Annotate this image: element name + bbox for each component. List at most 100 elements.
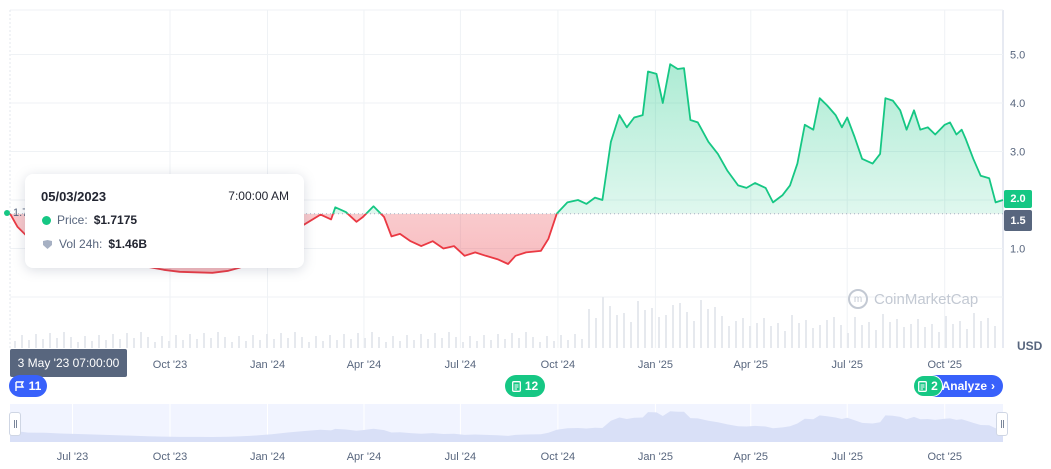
volume-bar xyxy=(147,337,149,348)
volume-bar xyxy=(70,337,72,348)
volume-bar xyxy=(700,300,702,348)
volume-bar xyxy=(217,332,219,348)
volume-bar xyxy=(161,336,163,348)
volume-bar xyxy=(686,312,688,348)
volume-bar xyxy=(469,336,471,348)
volume-bar xyxy=(539,342,541,348)
volume-bar xyxy=(133,338,135,348)
flag-icon xyxy=(14,380,24,391)
document-icon xyxy=(918,380,928,392)
volume-bar xyxy=(791,315,793,348)
flag-events-chip[interactable]: 11 xyxy=(9,375,47,397)
volume-bar xyxy=(616,315,618,348)
volume-bar xyxy=(126,333,128,348)
volume-bar xyxy=(140,332,142,348)
volume-bar xyxy=(924,327,926,348)
tooltip-volume-label: Vol 24h: xyxy=(59,237,103,251)
volume-bar xyxy=(497,334,499,348)
volume-bar xyxy=(84,336,86,348)
volume-bar xyxy=(371,332,373,348)
volume-bar xyxy=(231,342,233,348)
volume-bar xyxy=(294,332,296,348)
volume-bar xyxy=(994,326,996,348)
volume-bar xyxy=(910,324,912,348)
volume-bar xyxy=(266,334,268,348)
volume-bar xyxy=(889,322,891,348)
current-price-badge: 2.0 xyxy=(1004,190,1032,208)
volume-bar xyxy=(462,342,464,348)
volume-bar xyxy=(693,321,695,348)
start-price-dot-icon xyxy=(4,210,10,216)
volume-bar xyxy=(819,325,821,348)
news-events-chip[interactable]: 12 xyxy=(505,375,545,397)
price-area-above-baseline xyxy=(10,64,1003,214)
volume-bar xyxy=(854,317,856,348)
volume-bar xyxy=(679,303,681,348)
volume-bar xyxy=(917,319,919,348)
volume-bar xyxy=(630,322,632,348)
volume-bar xyxy=(896,319,898,348)
tooltip-date: 05/03/2023 xyxy=(41,189,107,204)
volume-bar xyxy=(420,334,422,348)
volume-bar xyxy=(861,325,863,348)
chevron-right-icon: › xyxy=(991,379,995,393)
volume-bar xyxy=(56,338,58,348)
volume-bar xyxy=(756,323,758,348)
volume-bar xyxy=(532,337,534,348)
volume-bar xyxy=(210,338,212,348)
y-tick-label: 4.0 xyxy=(1010,98,1025,110)
navigator-tick-label: Apr '24 xyxy=(347,451,382,463)
navigator-tick-label: Jan '25 xyxy=(638,451,673,463)
volume-bar xyxy=(875,330,877,348)
volume-bar xyxy=(847,333,849,348)
volume-bar xyxy=(735,321,737,348)
news-events-chip-2[interactable]: 2 xyxy=(913,375,943,397)
volume-bar xyxy=(931,324,933,348)
volume-bar xyxy=(273,339,275,348)
x-tick-label: Jan '25 xyxy=(638,359,673,371)
y-tick-label: 3.0 xyxy=(1010,147,1025,159)
volume-bar xyxy=(42,339,44,348)
hover-date-label: 3 May '23 07:00:00 xyxy=(10,349,127,377)
volume-bar xyxy=(392,336,394,348)
volume-bar xyxy=(448,332,450,348)
volume-bar xyxy=(777,323,779,348)
volume-bar xyxy=(189,334,191,348)
volume-bar xyxy=(259,340,261,348)
volume-bar xyxy=(749,326,751,348)
volume-bar xyxy=(553,341,555,348)
volume-bar xyxy=(560,335,562,348)
document-icon xyxy=(511,380,521,392)
volume-bar xyxy=(840,325,842,348)
volume-bar xyxy=(637,301,639,348)
volume-bar xyxy=(959,321,961,348)
volume-bar xyxy=(441,338,443,348)
volume-bar xyxy=(525,332,527,348)
volume-bar xyxy=(329,335,331,348)
volume-bar xyxy=(98,335,100,348)
volume-bar xyxy=(357,333,359,348)
volume-bar xyxy=(707,309,709,348)
volume-bar xyxy=(665,315,667,348)
volume-bar xyxy=(567,340,569,348)
volume-bar xyxy=(966,329,968,348)
volume-bar xyxy=(252,335,254,348)
volume-bar xyxy=(518,338,520,348)
coinmarketcap-logo-icon: m xyxy=(848,289,868,309)
currency-label: USD xyxy=(1017,339,1043,353)
tooltip-price-value: $1.7175 xyxy=(93,213,138,227)
navigator-left-handle[interactable] xyxy=(9,412,21,436)
navigator-tick-label: Jul '25 xyxy=(831,451,862,463)
volume-bar xyxy=(315,336,317,348)
volume-bar xyxy=(938,332,940,348)
volume-bar xyxy=(581,339,583,348)
navigator-right-handle[interactable] xyxy=(996,412,1008,436)
analyze-button[interactable]: Analyze › xyxy=(922,375,1003,397)
tooltip-price-label: Price: xyxy=(57,213,88,227)
analyze-label: Analyze xyxy=(941,379,987,393)
volume-bar xyxy=(399,341,401,348)
volume-bar xyxy=(343,334,345,348)
volume-bar xyxy=(385,342,387,348)
volume-bar xyxy=(812,328,814,348)
